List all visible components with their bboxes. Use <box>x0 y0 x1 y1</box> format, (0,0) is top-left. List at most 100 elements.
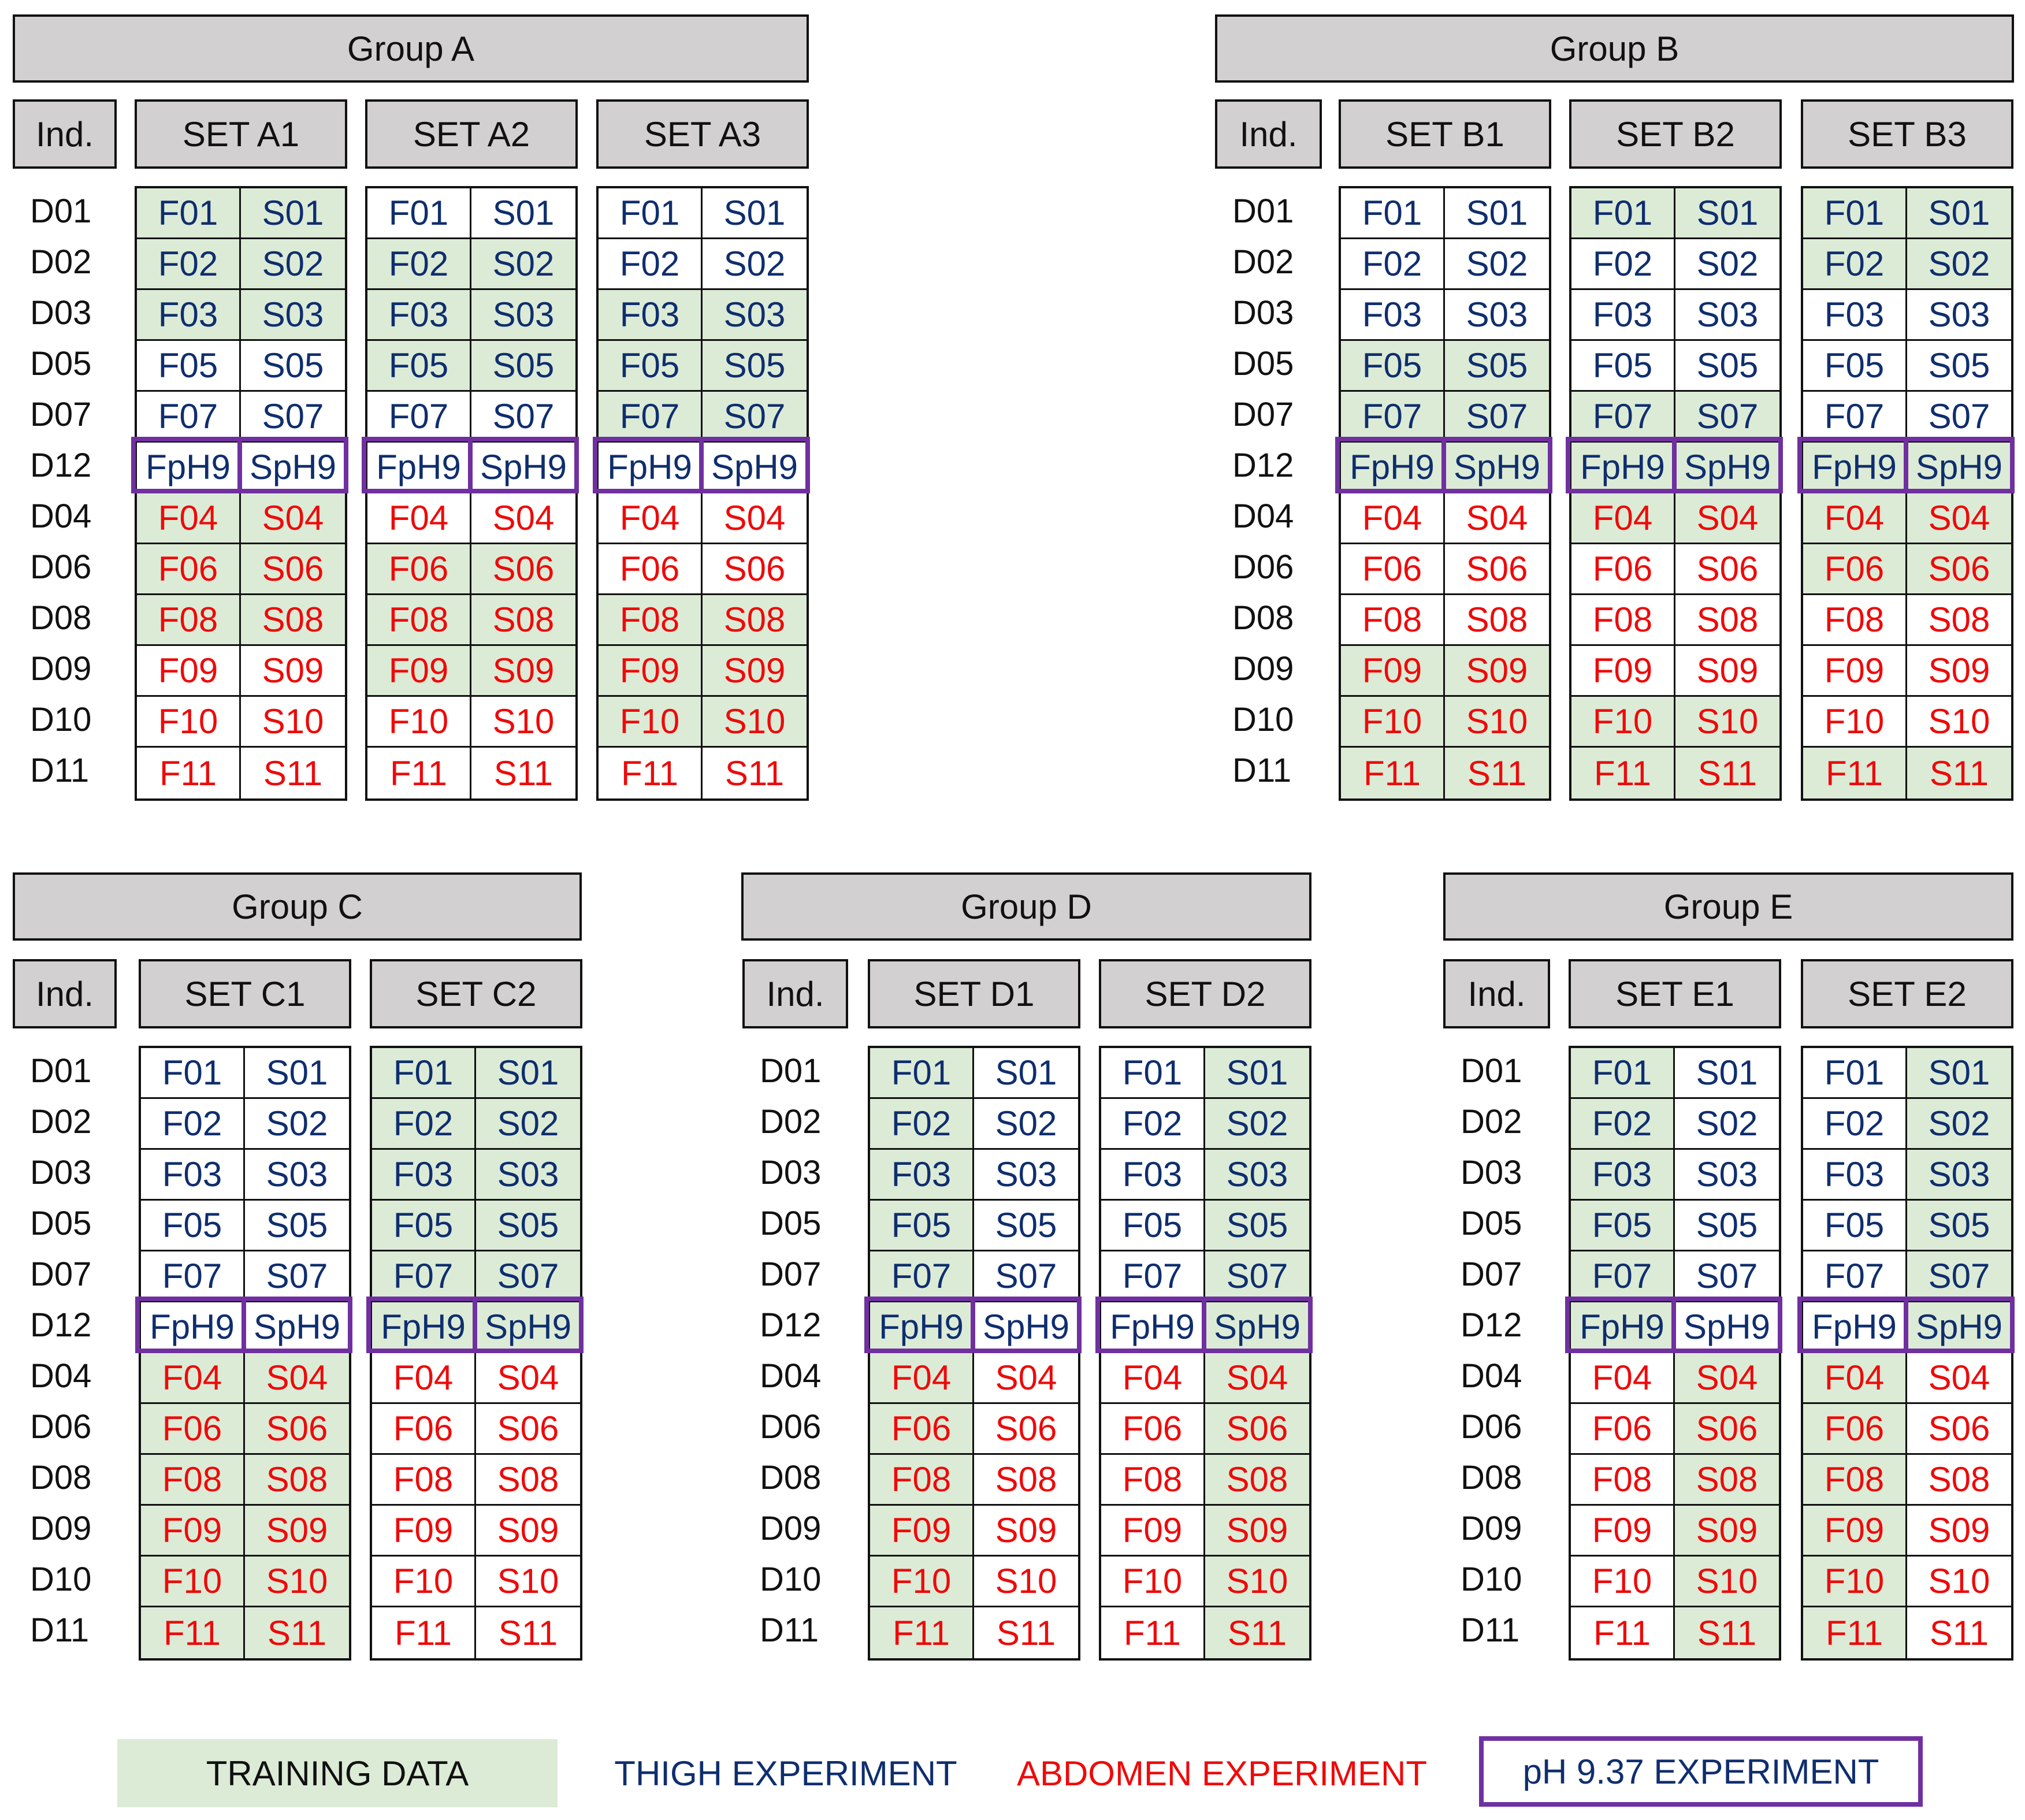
s-cell: S11 <box>1675 1607 1779 1658</box>
f-cell: F07 <box>141 1251 245 1302</box>
s-cell: S08 <box>1675 1455 1779 1506</box>
row-label: D03 <box>1232 294 1294 332</box>
f-cell: F10 <box>1571 1557 1675 1607</box>
row-label: D03 <box>30 1154 92 1191</box>
f-cell: F05 <box>870 1201 974 1251</box>
f-cell: F05 <box>141 1201 245 1251</box>
row-label: D10 <box>30 1561 92 1598</box>
ind-header: Ind. <box>13 959 117 1028</box>
s-cell: S05 <box>1907 1201 2011 1251</box>
set-header: SET B2 <box>1569 99 1782 169</box>
s-cell: S07 <box>241 392 345 443</box>
f-cell: F05 <box>1803 1201 1907 1251</box>
s-cell: S10 <box>245 1557 349 1607</box>
f-cell: F01 <box>1571 188 1675 239</box>
set-header: SET B1 <box>1339 99 1551 169</box>
row-label: D07 <box>1232 396 1294 433</box>
s-cell: SpH9 <box>1907 443 2011 493</box>
s-cell: S01 <box>1445 188 1549 239</box>
s-cell: S08 <box>1205 1455 1309 1506</box>
set-table: F01 S01 F02 S02 F03 S03 F05 S05 F07 S07 FpH9 SpH9 F0… <box>1099 1046 1311 1661</box>
s-cell: S02 <box>974 1099 1078 1150</box>
f-cell: F08 <box>1571 595 1675 646</box>
row-label: D08 <box>30 1459 92 1496</box>
s-cell: S05 <box>703 341 807 392</box>
f-cell: FpH9 <box>1341 443 1445 493</box>
s-cell: S03 <box>476 1150 580 1201</box>
group-header: Group B <box>1215 14 2014 83</box>
f-cell: F02 <box>1571 239 1675 290</box>
f-cell: F03 <box>1101 1150 1205 1201</box>
f-cell: F02 <box>137 239 241 290</box>
s-cell: S01 <box>1675 188 1779 239</box>
row-label: D12 <box>30 447 92 484</box>
f-cell: F07 <box>1803 1251 1907 1302</box>
legend-training: TRAINING DATA <box>117 1739 558 1807</box>
f-cell: F04 <box>1571 493 1675 544</box>
f-cell: FpH9 <box>1571 1302 1675 1353</box>
s-cell: S11 <box>996 1613 1056 1652</box>
row-label: D05 <box>1461 1205 1522 1242</box>
set-header: SET E1 <box>1569 959 1781 1028</box>
f-cell: F06 <box>372 1404 476 1455</box>
s-cell: S05 <box>476 1201 580 1251</box>
s-cell: SpH9 <box>1445 443 1549 493</box>
f-cell: FpH9 <box>137 443 241 493</box>
f-cell: F04 <box>372 1353 476 1404</box>
s-cell: S11 <box>1675 748 1779 798</box>
row-label: D08 <box>760 1459 822 1496</box>
s-cell: S08 <box>241 595 345 646</box>
f-cell: F06 <box>1803 544 1907 595</box>
s-cell: S04 <box>974 1353 1078 1404</box>
s-cell: S07 <box>703 392 807 443</box>
f-cell: F02 <box>1341 239 1445 290</box>
f-cell: F05 <box>137 341 241 392</box>
s-cell: S11 <box>245 1607 349 1658</box>
s-cell: S01 <box>1675 1048 1779 1099</box>
s-cell: S09 <box>1675 646 1779 697</box>
f-cell: F03 <box>367 290 471 341</box>
row-label: D12 <box>1461 1306 1522 1344</box>
s-cell: S06 <box>476 1404 580 1455</box>
s-cell: S03 <box>1205 1150 1309 1201</box>
row-label: D11 <box>1461 1611 1520 1649</box>
f-cell: F09 <box>372 1506 476 1557</box>
f-cell: F01 <box>1803 188 1907 239</box>
f-cell: F06 <box>137 544 241 595</box>
f-cell: F05 <box>372 1201 476 1251</box>
set-header: SET D1 <box>868 959 1080 1028</box>
s-cell: S08 <box>245 1455 349 1506</box>
ind-header: Ind. <box>1215 99 1322 169</box>
s-cell: S10 <box>974 1557 1078 1607</box>
set-header: SET A1 <box>135 99 347 169</box>
row-label: D11 <box>30 1611 90 1649</box>
s-cell: S06 <box>1675 544 1779 595</box>
s-cell: S10 <box>1445 697 1549 748</box>
row-label: D09 <box>30 1510 92 1547</box>
s-cell: S02 <box>241 239 345 290</box>
f-cell: F07 <box>372 1251 476 1302</box>
f-cell: F01 <box>141 1048 245 1099</box>
f-cell: F09 <box>1571 646 1675 697</box>
s-cell: S07 <box>974 1251 1078 1302</box>
f-cell: F02 <box>599 239 703 290</box>
f-cell: F07 <box>599 392 703 443</box>
f-cell: F03 <box>870 1150 974 1201</box>
s-cell: S09 <box>703 646 807 697</box>
row-label: D09 <box>30 650 92 688</box>
f-cell: F10 <box>599 697 703 748</box>
s-cell: S07 <box>1445 392 1549 443</box>
set-table: F01 S01 F02 S02 F03 S03 F05 S05 F07 S07 FpH9 SpH9 F0… <box>139 1046 351 1661</box>
f-cell: FpH9 <box>367 443 471 493</box>
set-table: F01 S01 F02 S02 F03 S03 F05 S05 F07 S07 FpH9 SpH9 F0… <box>1801 1046 2013 1661</box>
f-cell: F04 <box>1571 1353 1675 1404</box>
s-cell: S07 <box>1675 392 1779 443</box>
s-cell: S09 <box>1675 1506 1779 1557</box>
f-cell: F07 <box>870 1251 974 1302</box>
s-cell: SpH9 <box>703 443 807 493</box>
f-cell: F11 <box>1803 748 1907 798</box>
f-cell: F08 <box>870 1455 974 1506</box>
row-label: D02 <box>1461 1103 1522 1141</box>
s-cell: SpH9 <box>241 443 345 493</box>
s-cell: S04 <box>1675 493 1779 544</box>
